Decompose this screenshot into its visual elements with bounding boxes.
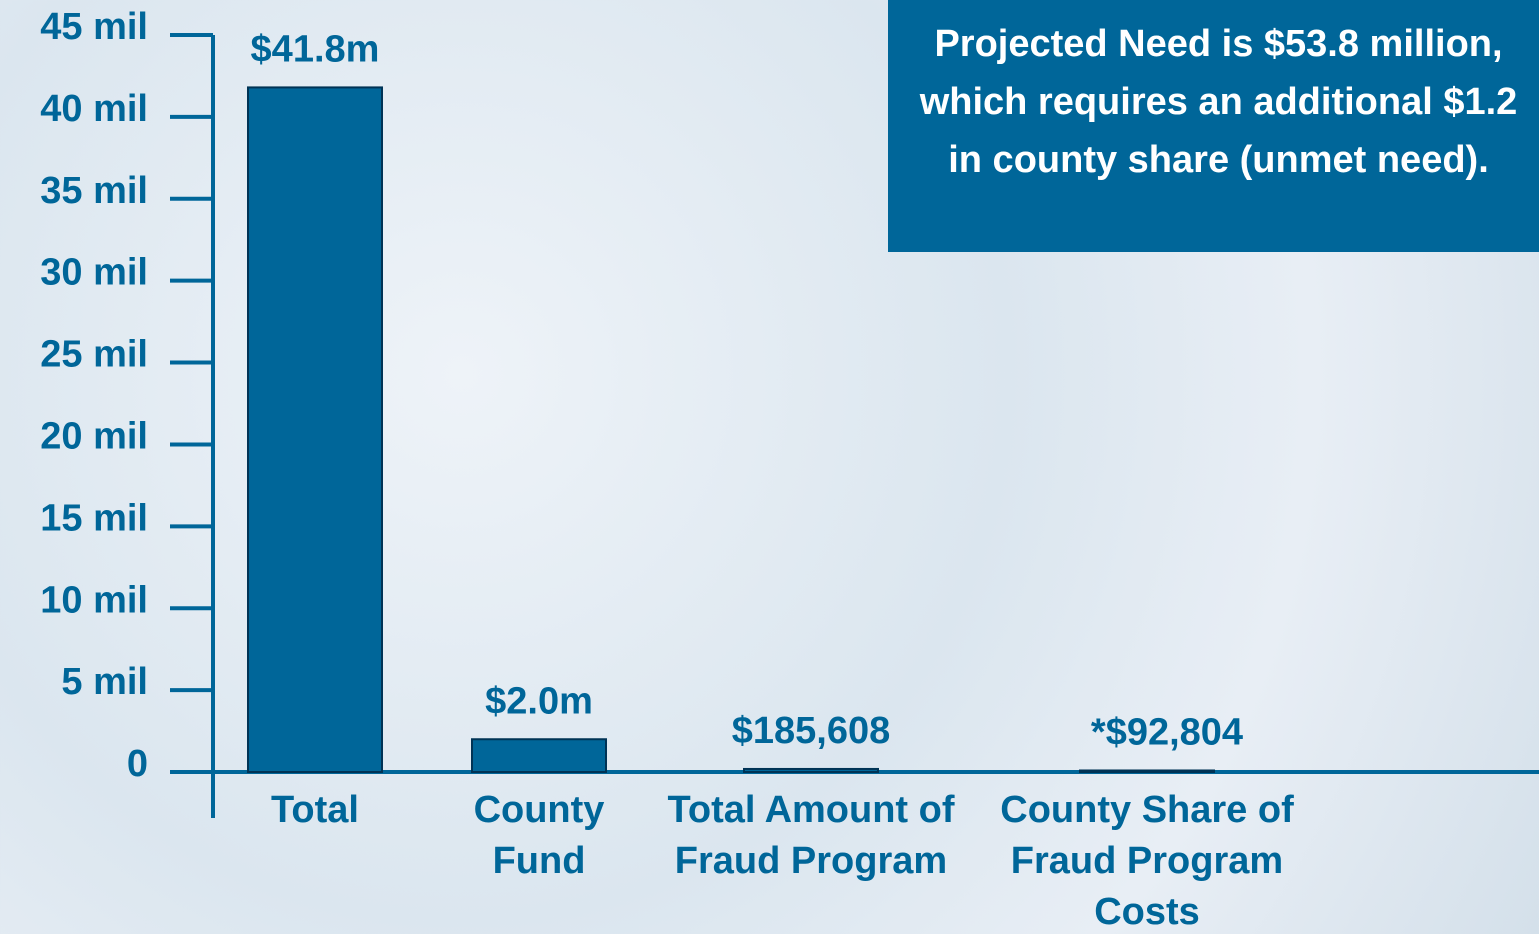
data-label: $2.0m <box>485 680 593 722</box>
bar <box>471 738 607 773</box>
bar <box>743 767 879 773</box>
y-tick-label: 0 <box>127 743 148 785</box>
y-tick-label: 5 mil <box>61 661 148 703</box>
data-label: $41.8m <box>251 28 380 70</box>
data-label: *$92,804 <box>1091 712 1243 754</box>
x-tick-label: County Fund <box>473 789 605 882</box>
bar <box>247 86 383 774</box>
data-label: $185,608 <box>732 710 891 752</box>
y-tick-label: 20 mil <box>40 415 148 457</box>
y-tick-label: 10 mil <box>40 579 148 621</box>
y-tick-label: 40 mil <box>40 88 148 130</box>
y-tick-label: 35 mil <box>40 170 148 212</box>
x-tick-label: Total <box>271 789 359 831</box>
x-tick-label: Total Amount of Fraud Program <box>667 789 955 882</box>
bar <box>1079 769 1215 774</box>
y-tick-label: 45 mil <box>40 6 148 48</box>
y-tick-label: 25 mil <box>40 334 148 376</box>
x-tick-label: County Share of Fraud Program Costs <box>1000 789 1294 933</box>
y-tick-label: 15 mil <box>40 497 148 539</box>
y-tick-label: 30 mil <box>40 252 148 294</box>
annotation: Projected Need is $53.8 million, which r… <box>888 0 1539 252</box>
